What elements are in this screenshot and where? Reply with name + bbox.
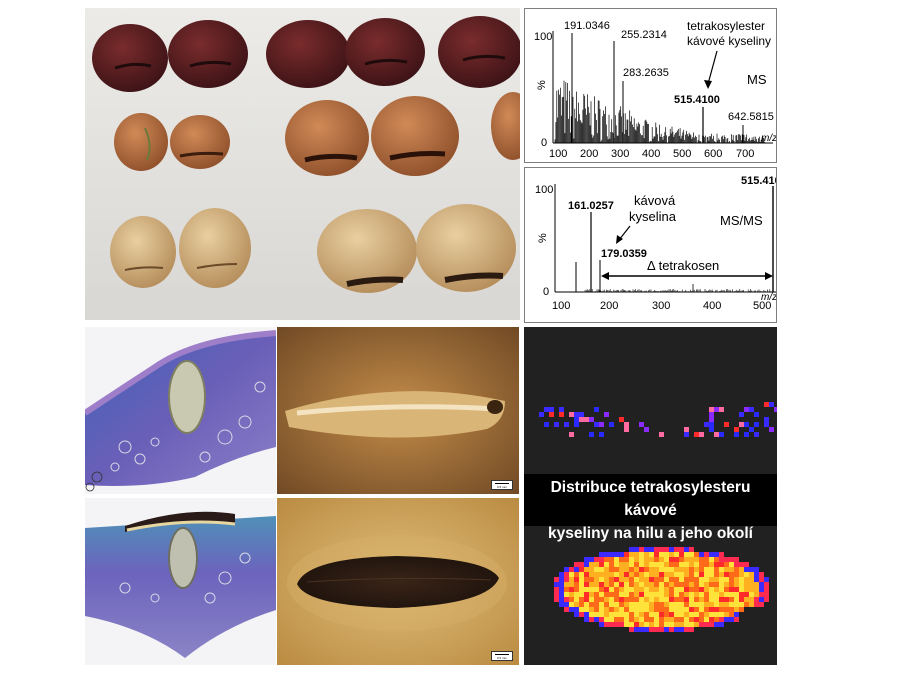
msms-x-label: m/z (761, 292, 777, 303)
ms-x-tick: 300 (611, 148, 629, 160)
ms-mode-label: MS (747, 72, 767, 87)
tan-bean (110, 216, 176, 288)
brown-bean (285, 100, 369, 176)
msms-x-tick: 500 (753, 300, 771, 312)
ms-x-tick: 700 (736, 148, 754, 160)
msms-peak-label: 161.0257 (568, 200, 614, 212)
tan-bean (317, 209, 417, 293)
ms-x-tick: 500 (673, 148, 691, 160)
distribution-map-bottom (554, 547, 769, 632)
ms-y-label: % (536, 80, 548, 90)
scale-bar-bottom: 0.5 mm (491, 651, 513, 661)
ms-imaging-panel: Distribuce tetrakosylesteru kávové kysel… (524, 327, 777, 665)
msms-peaks (575, 186, 774, 292)
tan-bean (179, 208, 251, 288)
ms-peak-label: 255.2314 (621, 29, 667, 41)
delta-arrow-right-head (765, 272, 773, 280)
ms-y-tick-top: 100 (534, 31, 552, 43)
ms-peak-label: 191.0346 (564, 20, 610, 32)
msms-x-tick: 200 (600, 300, 618, 312)
msms-x-tick: 300 (652, 300, 670, 312)
msms-spectrum-panel: 100 0 % 100 200 300 400 500 m/z 161.0257… (524, 167, 777, 323)
dark-bean (168, 20, 248, 88)
brown-bean (491, 92, 520, 160)
cross-section-micrograph-bottom (85, 498, 276, 665)
ms-compound-label: kávové kyseliny (687, 34, 771, 48)
ms-compound-label: tetrakosylester (687, 19, 765, 33)
ms-y-tick-bottom: 0 (541, 137, 547, 149)
beans-photo (85, 8, 520, 320)
msms-y-label: % (537, 233, 549, 243)
msms-peak-label: 515.4100 (741, 175, 777, 187)
cross-section-micrograph-top (85, 327, 276, 494)
brown-bean (371, 96, 459, 176)
imaging-caption: Distribuce tetrakosylesteru kávové kysel… (524, 474, 777, 542)
ms-peak-label: 515.4100 (674, 94, 720, 106)
delta-label: Δ tetrakosen (647, 258, 719, 273)
distribution-map-top (539, 402, 777, 437)
ms-x-label: m/z (761, 133, 777, 144)
ms-x-tick: 200 (580, 148, 598, 160)
ms-arrow-head (704, 80, 712, 89)
msms-peak-label: 179.0359 (601, 248, 647, 260)
caption-line-1: Distribuce tetrakosylesteru kávové (550, 479, 751, 519)
ms-x-tick: 100 (549, 148, 567, 160)
scale-bar-top: 0.5 mm (491, 480, 513, 490)
brown-bean (170, 115, 230, 169)
msms-y-tick-bottom: 0 (543, 286, 549, 298)
msms-x-tick: 400 (703, 300, 721, 312)
msms-y-tick-top: 100 (535, 184, 553, 196)
brown-bean (114, 113, 168, 171)
ms-peak-label: 283.2635 (623, 67, 669, 79)
msms-fragment-label: kávová (634, 193, 676, 208)
msms-fragment-label: kyselina (629, 209, 677, 224)
ms-peak-label: 642.5815 (728, 111, 774, 123)
ms-x-tick: 400 (642, 148, 660, 160)
dark-bean (92, 24, 168, 92)
caption-line-2: kyseliny na hilu a jeho okolí (547, 525, 753, 542)
hilum-micrograph-bottom: 0.5 mm (277, 498, 519, 665)
ms-arrow (707, 50, 718, 85)
hilum-micrograph-top: 0.5 mm (277, 327, 519, 494)
dark-bean (438, 16, 520, 88)
delta-arrow-left-head (601, 272, 609, 280)
msms-x-tick: 100 (552, 300, 570, 312)
dark-bean (345, 18, 425, 86)
dark-bean (266, 20, 350, 88)
ms-peaks (554, 33, 766, 143)
msms-mode-label: MS/MS (720, 213, 763, 228)
tan-bean (416, 204, 516, 292)
msms-arrow-head (616, 235, 623, 244)
ms-spectrum-panel: 100 0 % 100 200 300 400 500 600 700 m/z … (524, 8, 777, 163)
ms-x-tick: 600 (704, 148, 722, 160)
